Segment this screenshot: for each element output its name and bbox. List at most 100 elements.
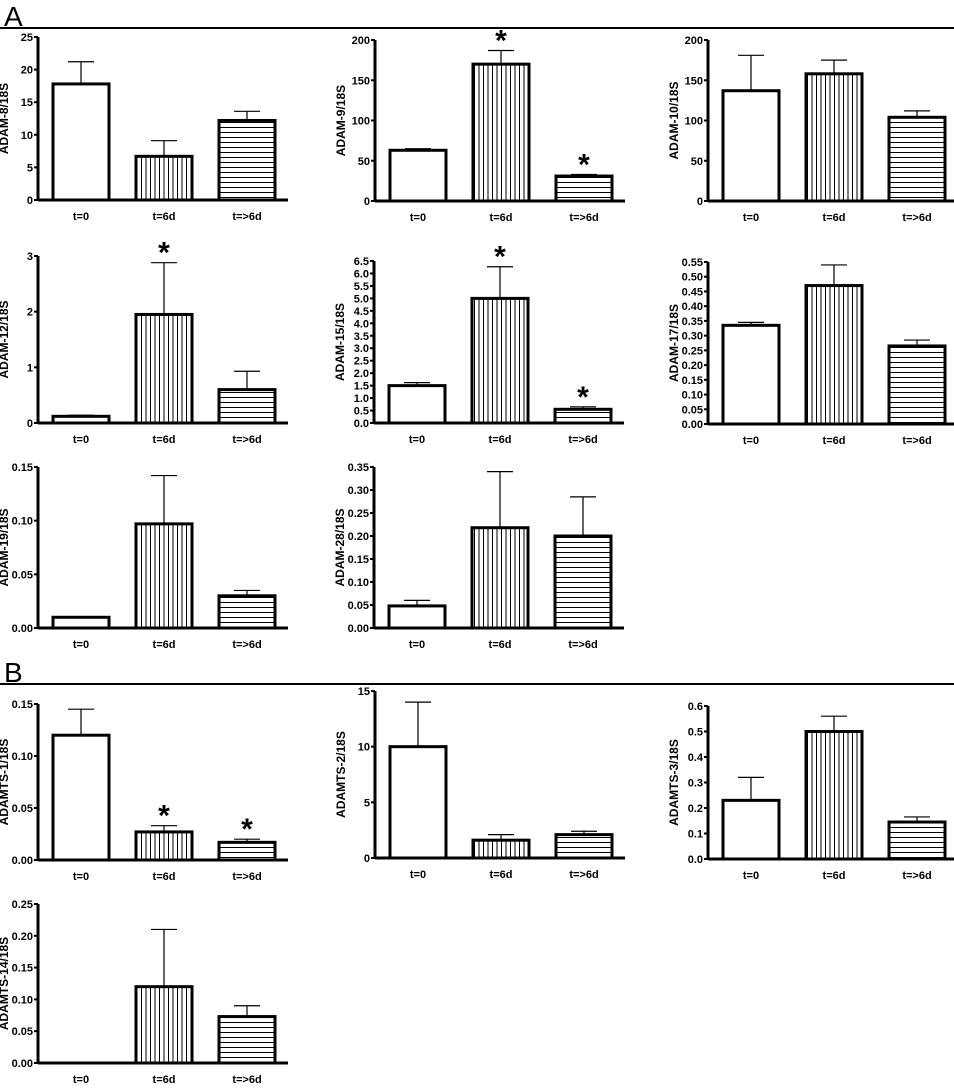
chart-3-category-label: t=6d [823,212,846,224]
chart-5-y-tick-label: 6.0 [354,268,369,280]
chart-12-category-label: t=>6d [232,1074,261,1086]
chart-12-y-tick-label: 0.25 [12,899,33,911]
chart-12-y-tick-label: 0.15 [12,963,33,975]
chart-2-significance-star: * [578,148,590,181]
chart-12-category-label: t=6d [153,1074,176,1086]
chart-7-bar [217,594,277,630]
chart-10-y-tick-label: 15 [358,686,370,698]
chart-10-bar [471,838,531,860]
chart-2-y-tick-label: 100 [352,116,370,128]
chart-1-y-tick-label: 0 [27,195,33,207]
chart-10-bar [554,833,614,860]
chart-6-y-tick-label: 0.45 [682,286,703,298]
chart-9-category-label: t=6d [153,871,176,883]
chart-7-y-axis-label: ADAM-19/18S [0,508,11,586]
chart-5-category-label: t=6d [489,434,512,446]
chart-12-bar [134,985,194,1065]
chart-2-category-label: t=>6d [569,212,598,224]
chart-4-bar [51,414,111,425]
chart-6-y-tick-label: 0.10 [682,390,703,402]
chart-3-y-tick-label: 100 [685,116,703,128]
chart-6-y-tick-label: 0.55 [682,257,703,269]
chart-11-y-tick-label: 0.5 [688,727,703,739]
chart-7-y-tick-label: 0.10 [12,516,33,528]
chart-4-bar [134,312,194,425]
chart-7-bar [134,522,194,630]
chart-9-y-tick-label: 0.05 [12,803,33,815]
chart-5-significance-star: * [577,381,589,414]
chart-4-category-label: t=>6d [232,434,261,446]
chart-3-y-tick-label: 150 [685,75,703,87]
chart-5-y-axis-label: ADAM-15/18S [333,303,347,381]
chart-1-bar [134,154,194,202]
chart-12-y-axis-label: ADAMTS-14/18S [0,937,11,1030]
chart-5-y-tick-label: 0.0 [354,418,369,430]
chart-8-bar [387,604,447,630]
chart-5-bar [387,384,447,425]
chart-5-y-tick-label: 3.5 [354,331,369,343]
chart-5-y-tick-label: 1.0 [354,393,369,405]
chart-2-y-axis-label: ADAM-9/18S [334,85,348,156]
chart-6-y-tick-label: 0.50 [682,272,703,284]
chart-12-y-tick-label: 0.00 [12,1058,33,1070]
chart-2-category-label: t=6d [490,212,513,224]
chart-5-y-tick-label: 2.0 [354,368,369,380]
chart-6-y-tick-label: 0.40 [682,301,703,313]
chart-5-category-label: t=>6d [568,434,597,446]
chart-2-bar [471,62,531,203]
chart-10-category-label: t=0 [410,869,426,881]
chart-10-y-tick-label: 10 [358,742,370,754]
panel-label-b: B [4,657,23,688]
chart-1-category-label: t=>6d [232,211,261,223]
chart-8-category-label: t=>6d [568,639,597,651]
chart-5-y-tick-label: 5.5 [354,281,369,293]
chart-9-significance-star: * [241,813,253,846]
chart-8-category-label: t=0 [409,639,425,651]
chart-6-category-label: t=>6d [902,435,931,447]
chart-9-category-label: t=>6d [232,871,261,883]
chart-1-bar [217,118,277,202]
chart-2-bar [554,174,614,203]
chart-8-y-tick-label: 0.35 [348,462,369,474]
chart-11-y-tick-label: 0.2 [688,803,703,815]
chart-11-bar [804,730,864,861]
chart-7-category-label: t=6d [153,639,176,651]
chart-8-y-tick-label: 0.15 [348,554,369,566]
chart-6-category-label: t=6d [823,435,846,447]
chart-3-bar [804,72,864,203]
chart-12-bar [217,1015,277,1065]
chart-5-category-label: t=0 [409,434,425,446]
chart-4-y-tick-label: 1 [27,362,33,374]
chart-10-y-axis-label: ADAMTS-2/18S [334,731,348,818]
chart-8-category-label: t=6d [489,639,512,651]
chart-8-y-tick-label: 0.10 [348,577,369,589]
chart-4-category-label: t=0 [73,434,89,446]
chart-3-y-tick-label: 200 [685,35,703,47]
chart-8-bar [470,526,530,630]
chart-1-y-tick-label: 15 [21,97,33,109]
chart-7-category-label: t=0 [73,639,89,651]
chart-11-y-axis-label: ADAMTS-3/18S [667,739,681,826]
chart-5-y-tick-label: 6.5 [354,256,369,268]
chart-7-y-tick-label: 0.15 [12,462,33,474]
chart-11-bar [721,798,781,861]
chart-7-y-tick-label: 0.05 [12,569,33,581]
chart-5-bar [553,407,613,425]
chart-1-bar [51,82,111,202]
chart-1-category-label: t=0 [73,211,89,223]
chart-11-y-tick-label: 0.0 [688,854,703,866]
chart-6-y-tick-label: 0.30 [682,331,703,343]
chart-10-bar [388,745,448,860]
chart-11-y-tick-label: 0.3 [688,778,703,790]
chart-2-significance-star: * [495,24,507,57]
chart-9-bar [217,840,277,862]
chart-11-y-tick-label: 0.6 [688,701,703,713]
chart-6-y-tick-label: 0.15 [682,375,703,387]
panel-label-a: A [4,1,23,32]
chart-9-significance-star: * [158,800,170,833]
chart-2-category-label: t=0 [410,212,426,224]
chart-1-category-label: t=6d [153,211,176,223]
chart-4-y-tick-label: 3 [27,251,33,263]
chart-6-y-tick-label: 0.35 [682,316,703,328]
